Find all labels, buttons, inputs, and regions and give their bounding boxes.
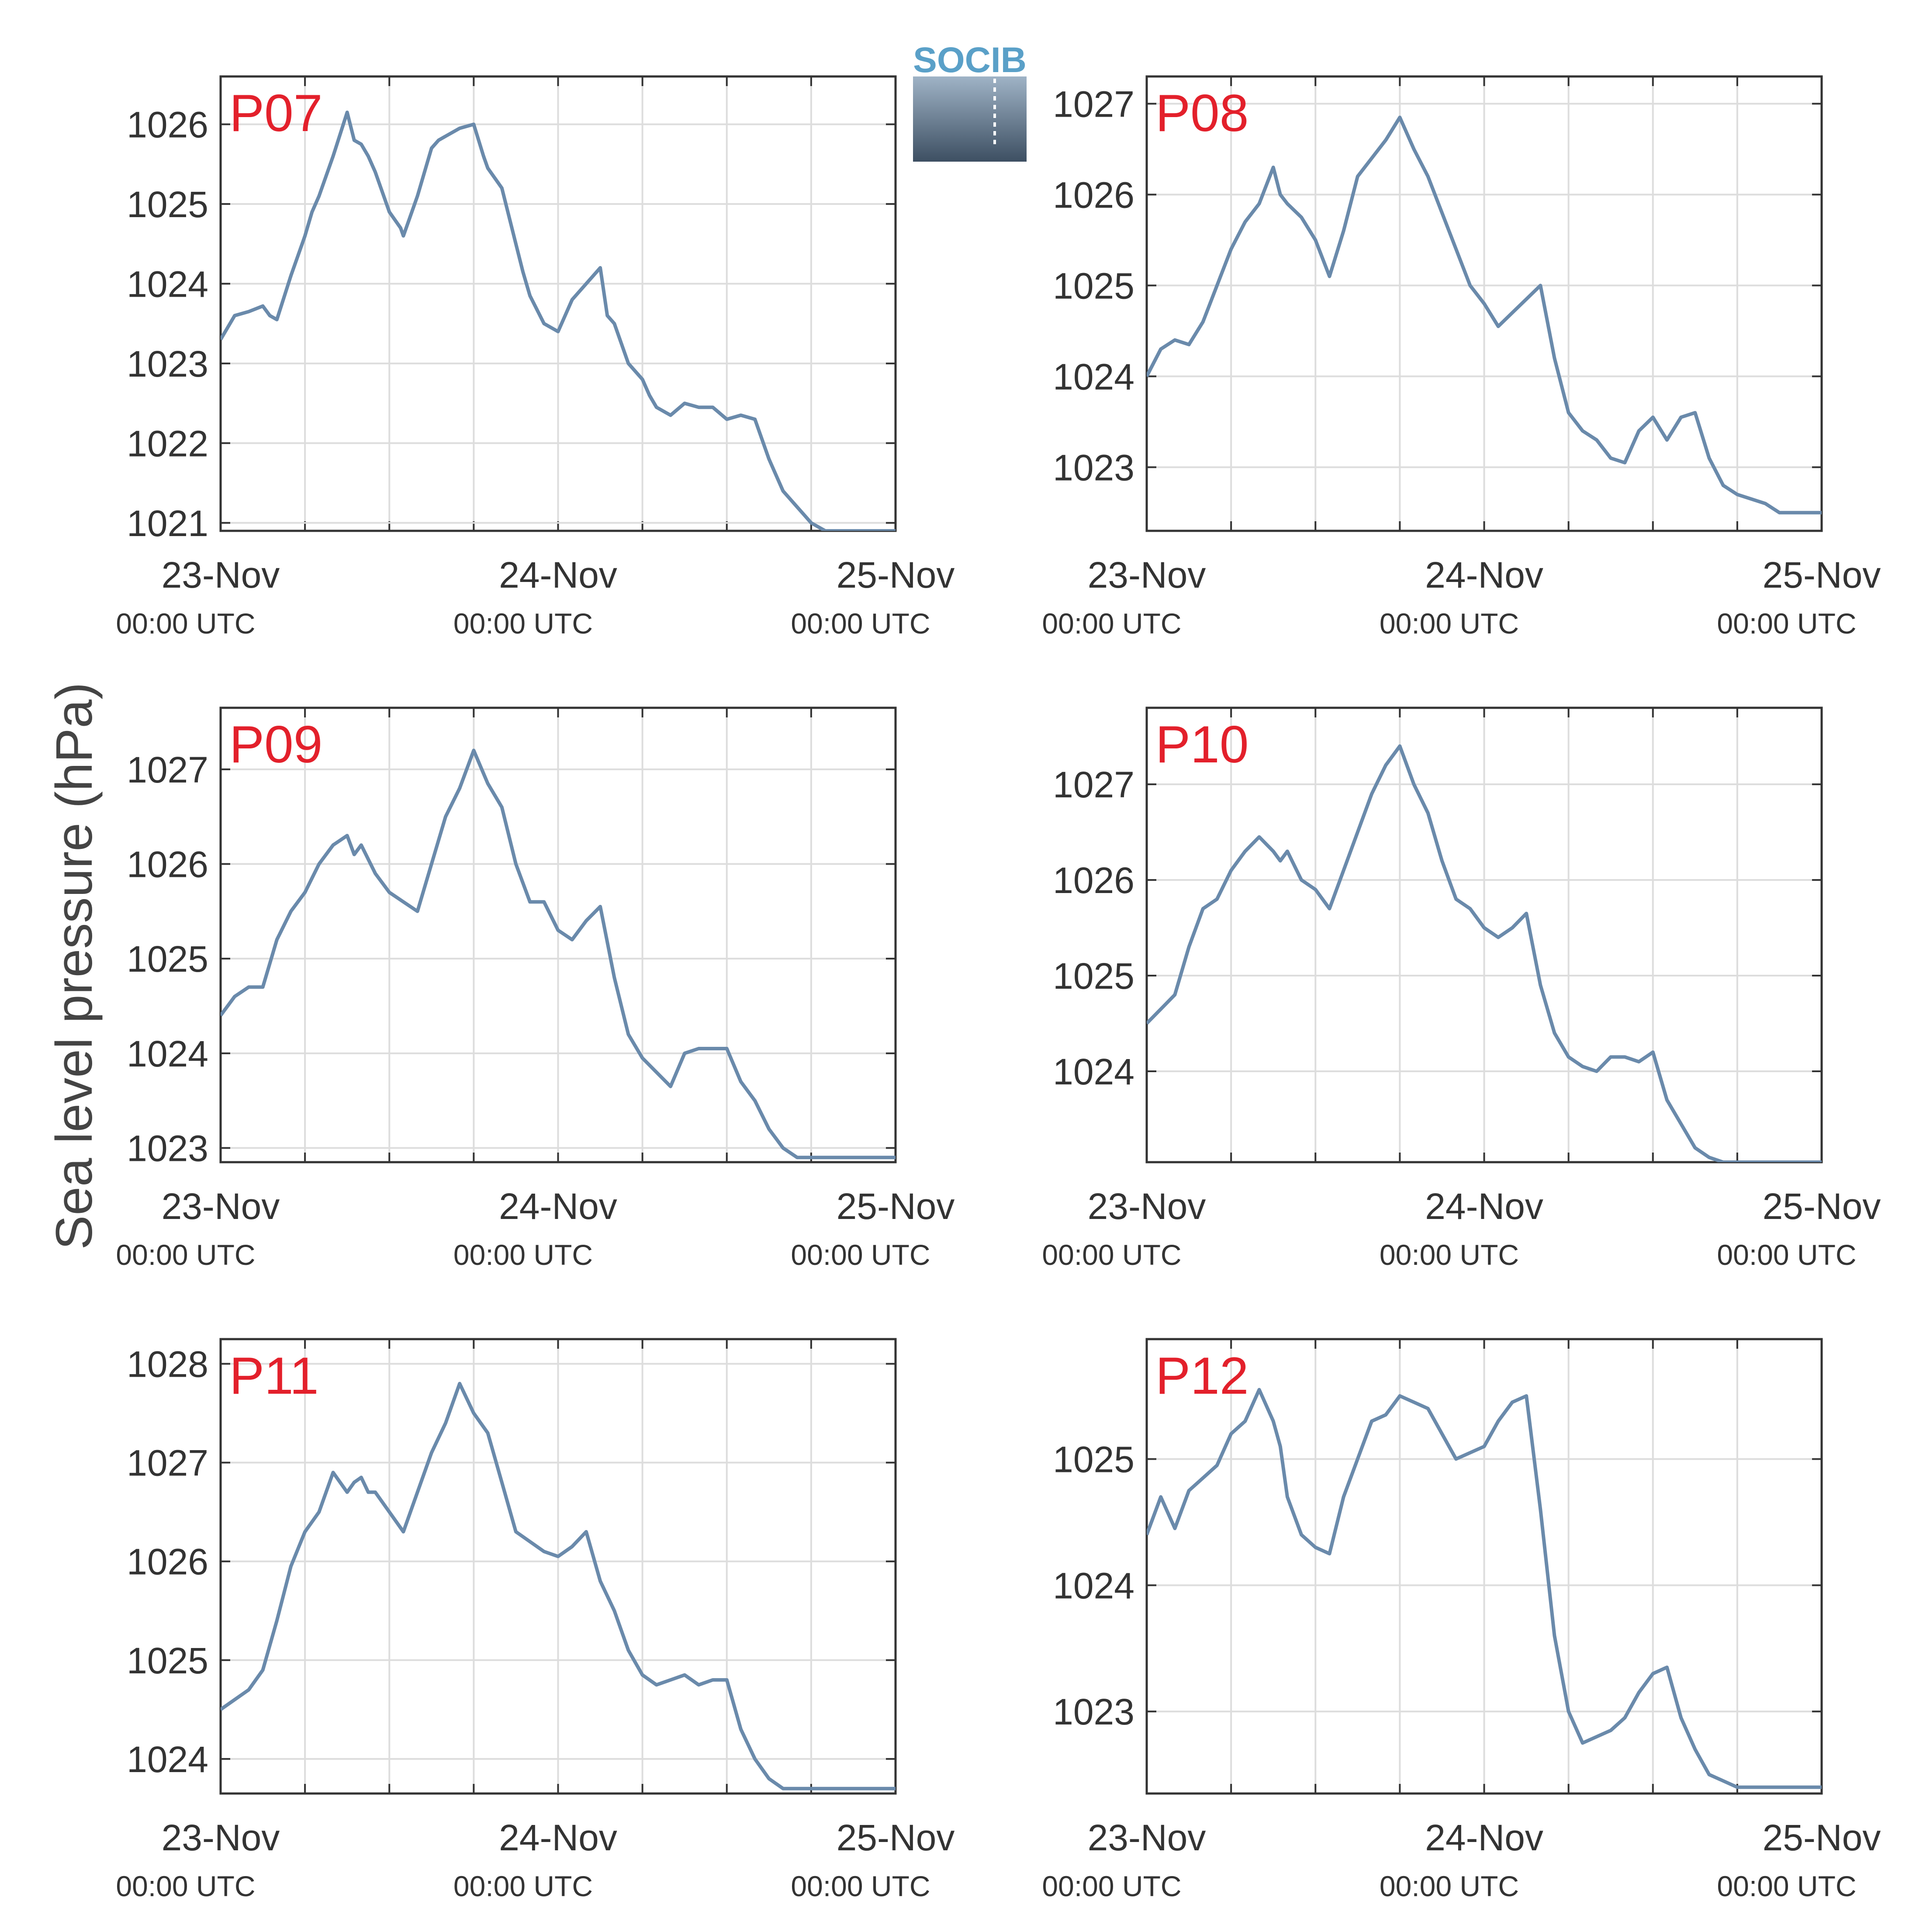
x-tick-label-date: 25-Nov bbox=[1763, 1186, 1881, 1227]
x-tick-label-time: 00:00 UTC bbox=[453, 1239, 593, 1271]
x-tick-label-date: 24-Nov bbox=[499, 1186, 617, 1227]
panel-label-p07: P07 bbox=[229, 84, 323, 142]
x-tick-label-time: 00:00 UTC bbox=[116, 607, 255, 640]
x-tick-label-time: 00:00 UTC bbox=[1042, 1870, 1181, 1902]
x-tick-label-time: 00:00 UTC bbox=[1717, 1870, 1856, 1902]
axes-frame bbox=[219, 706, 897, 1163]
y-tick-label: 1023 bbox=[1053, 1691, 1134, 1732]
x-tick-label-time: 00:00 UTC bbox=[791, 1239, 930, 1271]
y-tick-label: 1027 bbox=[1053, 764, 1134, 805]
x-tick-label-date: 23-Nov bbox=[162, 1186, 280, 1227]
x-tick-label-date: 24-Nov bbox=[1425, 1817, 1543, 1858]
x-tick-label-date: 23-Nov bbox=[1088, 1186, 1206, 1227]
x-tick-label-date: 25-Nov bbox=[837, 1186, 955, 1227]
y-tick-label: 1023 bbox=[127, 343, 208, 384]
axes-frame bbox=[219, 1338, 897, 1795]
axes-frame bbox=[1145, 1338, 1823, 1795]
x-tick-label-date: 24-Nov bbox=[499, 554, 617, 596]
y-tick-label: 1021 bbox=[127, 503, 208, 544]
x-tick-label-time: 00:00 UTC bbox=[791, 607, 930, 640]
panels: 1021 1022 1023 1024 1025 1026 23-Nov 00:00 UTC 2… bbox=[116, 75, 1881, 1902]
panel-p10: 1024 1025 1026 1027 23-Nov 00:00 UTC 24-Nov 00:… bbox=[1042, 706, 1881, 1271]
x-tick-label-date: 24-Nov bbox=[499, 1817, 617, 1858]
x-tick-label-date: 23-Nov bbox=[162, 1817, 280, 1858]
y-tick-label: 1027 bbox=[127, 749, 208, 790]
series-line-p11 bbox=[221, 1381, 896, 1790]
x-tick-label-date: 25-Nov bbox=[1763, 554, 1881, 596]
series-line-p07 bbox=[221, 111, 896, 531]
x-tick-label-time: 00:00 UTC bbox=[453, 1870, 593, 1902]
y-tick-label: 1027 bbox=[1053, 83, 1134, 125]
y-tick-label: 1024 bbox=[1053, 1565, 1134, 1606]
y-tick-label: 1027 bbox=[127, 1443, 208, 1484]
y-tick-label: 1025 bbox=[1053, 956, 1134, 997]
x-tick-label-time: 00:00 UTC bbox=[1042, 607, 1181, 640]
x-tick-label-time: 00:00 UTC bbox=[1380, 607, 1519, 640]
socib-logo: SOCIB bbox=[913, 40, 1027, 162]
axes-frame bbox=[1145, 75, 1823, 532]
x-tick-label-time: 00:00 UTC bbox=[791, 1870, 930, 1902]
series-line-p12 bbox=[1147, 1388, 1822, 1789]
y-tick-label: 1024 bbox=[127, 1739, 208, 1780]
series-line-p09 bbox=[221, 748, 896, 1160]
x-tick-label-date: 23-Nov bbox=[1088, 1817, 1206, 1858]
axes-frame bbox=[1145, 706, 1823, 1163]
series-line-p10 bbox=[1147, 744, 1822, 1162]
y-tick-label: 1024 bbox=[127, 263, 208, 305]
x-tick-label-time: 00:00 UTC bbox=[116, 1870, 255, 1902]
x-tick-label-date: 23-Nov bbox=[162, 554, 280, 596]
y-tick-label: 1022 bbox=[127, 423, 208, 464]
y-tick-label: 1025 bbox=[127, 184, 208, 225]
panel-label-p09: P09 bbox=[229, 715, 323, 774]
y-tick-label: 1028 bbox=[127, 1344, 208, 1385]
panel-p09: 1023 1024 1025 1026 1027 23-Nov 00:00 UTC 24-No… bbox=[116, 706, 955, 1271]
y-tick-label: 1025 bbox=[1053, 265, 1134, 306]
x-tick-label-date: 24-Nov bbox=[1425, 554, 1543, 596]
panel-p07: 1021 1022 1023 1024 1025 1026 23-Nov 00:00 UTC 2… bbox=[116, 75, 955, 640]
x-tick-label-time: 00:00 UTC bbox=[1717, 1239, 1856, 1271]
y-tick-label: 1026 bbox=[1053, 860, 1134, 901]
panel-label-p11: P11 bbox=[229, 1347, 319, 1405]
y-tick-label: 1025 bbox=[127, 1640, 208, 1681]
x-tick-label-time: 00:00 UTC bbox=[1380, 1239, 1519, 1271]
panel-p11: 1024 1025 1026 1027 1028 23-Nov 00:00 UTC 24-No… bbox=[116, 1338, 955, 1902]
y-axis-label: Sea level pressure (hPa) bbox=[45, 682, 103, 1250]
socib-logo-mark bbox=[913, 76, 1027, 162]
panel-label-p12: P12 bbox=[1155, 1347, 1249, 1405]
y-tick-label: 1026 bbox=[127, 844, 208, 885]
y-tick-label: 1024 bbox=[1053, 1051, 1134, 1092]
y-tick-label: 1026 bbox=[1053, 174, 1134, 215]
y-tick-label: 1023 bbox=[1053, 447, 1134, 488]
y-tick-label: 1025 bbox=[127, 938, 208, 980]
x-tick-label-time: 00:00 UTC bbox=[1042, 1239, 1181, 1271]
y-tick-label: 1024 bbox=[127, 1033, 208, 1074]
panel-label-p10: P10 bbox=[1155, 715, 1249, 774]
series-line-p08 bbox=[1147, 115, 1822, 515]
y-tick-label: 1026 bbox=[127, 104, 208, 145]
y-tick-label: 1023 bbox=[127, 1128, 208, 1169]
x-tick-label-time: 00:00 UTC bbox=[453, 607, 593, 640]
x-tick-label-date: 25-Nov bbox=[1763, 1817, 1881, 1858]
panel-p12: 1023 1024 1025 23-Nov 00:00 UTC 24-Nov 00:00 U… bbox=[1042, 1338, 1881, 1902]
panel-p08: 1023 1024 1025 1026 1027 23-Nov 00:00 UTC 24-No… bbox=[1042, 75, 1881, 640]
x-tick-label-date: 25-Nov bbox=[837, 554, 955, 596]
x-tick-label-date: 24-Nov bbox=[1425, 1186, 1543, 1227]
panel-label-p08: P08 bbox=[1155, 84, 1249, 142]
socib-logo-text: SOCIB bbox=[913, 40, 1027, 80]
x-tick-label-time: 00:00 UTC bbox=[1380, 1870, 1519, 1902]
x-tick-label-time: 00:00 UTC bbox=[116, 1239, 255, 1271]
x-tick-label-date: 23-Nov bbox=[1088, 554, 1206, 596]
x-tick-label-time: 00:00 UTC bbox=[1717, 607, 1856, 640]
x-tick-label-date: 25-Nov bbox=[837, 1817, 955, 1858]
y-tick-label: 1026 bbox=[127, 1541, 208, 1582]
y-tick-label: 1024 bbox=[1053, 356, 1134, 397]
axes-frame bbox=[219, 75, 897, 532]
y-tick-label: 1025 bbox=[1053, 1439, 1134, 1480]
